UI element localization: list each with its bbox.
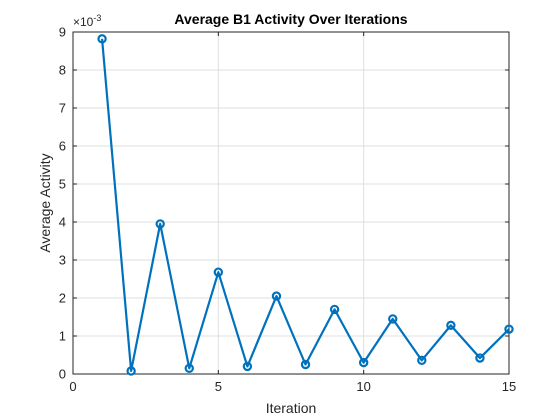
y-axis-label: Average Activity — [37, 153, 53, 252]
data-point — [388, 314, 398, 324]
axes-box — [72, 31, 510, 375]
series-line — [100, 38, 510, 373]
data-point — [475, 353, 485, 363]
y-tick-label: 4 — [59, 215, 66, 230]
y-tick-label: 9 — [59, 25, 66, 40]
x-axis-label: Iteration — [266, 400, 317, 416]
data-point — [126, 366, 136, 376]
y-tick-label: 2 — [59, 291, 66, 306]
tick-labels: 0 5 10 15 0 1 2 3 4 5 6 7 8 9 — [59, 25, 516, 395]
y-tick-label: 3 — [59, 253, 66, 268]
plot-background — [73, 32, 509, 374]
data-point — [184, 363, 194, 373]
data-point — [271, 291, 282, 301]
data-point — [446, 320, 456, 331]
y-tick-label: 5 — [59, 177, 66, 192]
data-point — [242, 361, 253, 372]
data-point — [504, 324, 514, 334]
chart-title: Average B1 Activity Over Iterations — [174, 11, 407, 27]
y-axis-exponent-base: ×10 — [73, 15, 94, 29]
data-point — [155, 219, 165, 229]
y-axis-exponent-power: -3 — [93, 13, 101, 23]
y-tick-label: 7 — [59, 101, 66, 116]
x-tick-label: 15 — [502, 379, 516, 394]
x-tick-label: 0 — [69, 379, 76, 394]
x-tick-label: 5 — [215, 379, 222, 394]
data-point — [213, 267, 224, 277]
data-point — [417, 355, 427, 366]
x-tick-label: 10 — [356, 379, 370, 394]
y-tick-label: 6 — [59, 139, 66, 154]
data-point — [358, 357, 369, 368]
data-point — [300, 359, 311, 370]
axes — [72, 31, 510, 375]
data-point — [97, 34, 107, 44]
y-axis-exponent: ×10-3 — [73, 13, 101, 29]
y-tick-label: 1 — [59, 329, 66, 344]
y-tick-label: 0 — [59, 367, 66, 382]
tick-marks — [72, 31, 510, 375]
y-tick-label: 8 — [59, 63, 66, 78]
series-activity — [97, 34, 514, 376]
data-point — [329, 304, 340, 315]
